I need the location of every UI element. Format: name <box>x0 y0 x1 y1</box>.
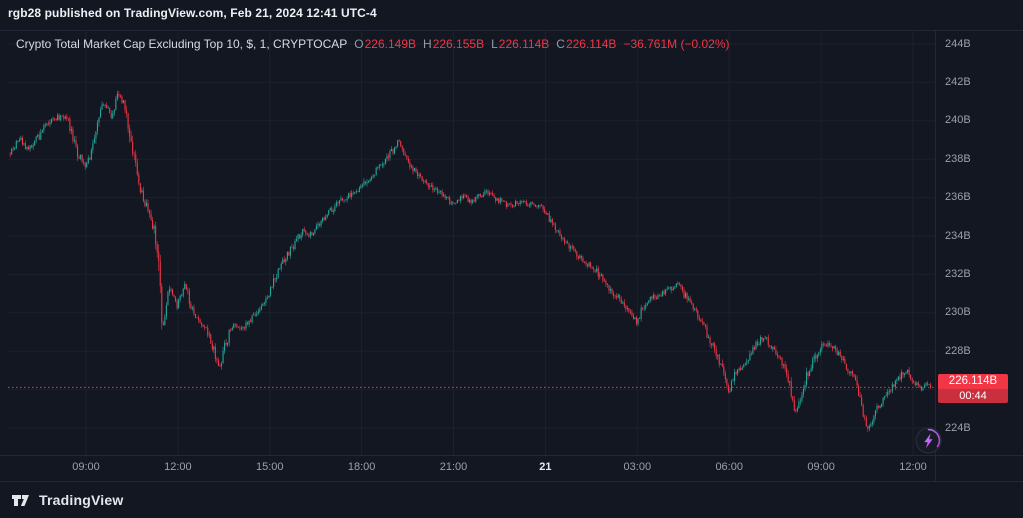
bar-countdown: 00:44 <box>938 388 1008 403</box>
published-caption: rgb28 published on TradingView.com, Feb … <box>8 6 377 20</box>
time-tick-06:00: 06:00 <box>715 461 743 473</box>
price-tick-240B: 240B <box>945 114 971 127</box>
time-tick-21: 21 <box>539 461 552 473</box>
ohlc-open-label: O <box>354 37 364 51</box>
time-tick-12:00: 12:00 <box>899 461 927 473</box>
grid-lines <box>8 30 935 455</box>
ohlc-close-value: 226.114B <box>565 37 617 51</box>
price-tick-236B: 236B <box>945 191 971 204</box>
ohlc-high-label: H <box>423 37 432 51</box>
symbol-legend: Crypto Total Market Cap Excluding Top 10… <box>16 37 730 51</box>
symbol-title[interactable]: Crypto Total Market Cap Excluding Top 10… <box>16 37 348 51</box>
time-tick-03:00: 03:00 <box>623 461 652 473</box>
time-axis[interactable]: 09:00 12:00 15:00 18:00 21:00 21 03:00 06:00 09:… <box>0 456 935 480</box>
lightning-bolt-icon <box>915 427 942 454</box>
ohlc-high-value: 226.155B <box>432 37 485 51</box>
up-candle-bodies <box>11 94 930 429</box>
panel-top-border <box>0 30 1023 31</box>
price-tick-230B: 230B <box>945 306 971 319</box>
price-chart[interactable] <box>0 30 935 455</box>
price-axis-separator <box>935 30 936 481</box>
down-candle-wicks <box>9 91 931 432</box>
tradingview-wordmark[interactable]: TradingView <box>39 492 124 508</box>
last-price-badge: 226.114B 00:44 <box>938 373 1008 403</box>
ohlc-values: O226.149B H226.155B L226.114B C226.114B −36.… <box>347 37 729 51</box>
price-tick-242B: 242B <box>945 75 971 88</box>
price-tick-234B: 234B <box>945 229 971 242</box>
price-axis[interactable]: 244B 242B 240B 238B 236B 234B 232B 230B 228B 224B <box>936 30 1023 455</box>
footer-bar: TradingView <box>0 482 1023 518</box>
time-tick-09:00: 09:00 <box>807 461 835 473</box>
boost-button[interactable] <box>915 427 942 454</box>
time-tick-18:00: 18:00 <box>347 461 376 473</box>
change-value: −36.761M (−0.02%) <box>623 37 730 51</box>
price-tick-238B: 238B <box>945 152 971 165</box>
ohlc-open-value: 226.149B <box>364 37 417 51</box>
time-tick-21:00: 21:00 <box>439 461 468 473</box>
ohlc-low-label: L <box>491 37 498 51</box>
last-price-value: 226.114B <box>938 373 1008 389</box>
footer-separator <box>0 481 1023 482</box>
down-candle-bodies <box>9 94 932 429</box>
time-tick-12:00: 12:00 <box>164 461 192 473</box>
ohlc-low-value: 226.114B <box>498 37 550 51</box>
ohlc-close-label: C <box>556 37 565 51</box>
time-axis-separator <box>0 455 1023 456</box>
time-tick-15:00: 15:00 <box>255 461 284 473</box>
tradingview-logo-icon[interactable] <box>10 490 31 511</box>
time-tick-09:00: 09:00 <box>72 461 100 473</box>
price-tick-228B: 228B <box>945 344 971 357</box>
price-tick-224B: 224B <box>945 421 971 434</box>
price-tick-244B: 244B <box>945 37 971 50</box>
price-tick-232B: 232B <box>945 267 971 280</box>
